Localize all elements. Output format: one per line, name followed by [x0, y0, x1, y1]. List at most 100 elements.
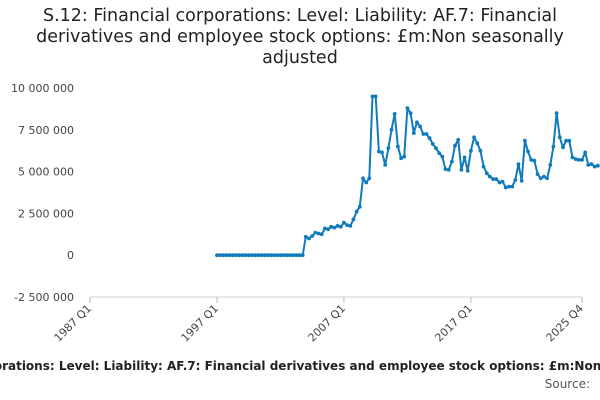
data-point [227, 253, 232, 258]
legend-series-label: S.12: Financial corporations: Level: Lia… [0, 359, 600, 373]
data-point [402, 154, 407, 159]
data-point [411, 131, 416, 136]
data-point [437, 151, 442, 156]
data-point [215, 253, 219, 258]
data-point [488, 174, 492, 179]
data-point [243, 253, 248, 258]
data-point [275, 253, 280, 258]
data-point [367, 176, 372, 181]
data-point [589, 162, 594, 167]
data-point [338, 224, 343, 229]
data-point [462, 155, 467, 160]
data-point [526, 149, 530, 154]
data-point [250, 253, 254, 258]
data-point [405, 106, 410, 110]
data-point [430, 142, 435, 146]
data-point [557, 135, 562, 140]
data-point [500, 179, 505, 184]
data-point [408, 111, 413, 115]
data-point [272, 253, 276, 258]
data-point [519, 178, 524, 183]
data-point [491, 177, 495, 182]
data-point [237, 253, 242, 258]
data-point [481, 164, 486, 169]
data-point [377, 149, 381, 154]
data-point [313, 230, 318, 235]
data-point [421, 132, 426, 136]
data-point [567, 138, 572, 143]
data-point [561, 145, 565, 150]
data-point [269, 253, 273, 258]
data-point [278, 253, 283, 258]
data-point [503, 185, 508, 190]
data-point [386, 146, 391, 151]
y-tick-label: 10 000 000 [11, 82, 74, 95]
data-point [545, 176, 549, 181]
data-point [307, 236, 311, 241]
data-point [294, 253, 299, 258]
data-point [316, 231, 321, 236]
data-point [221, 253, 226, 258]
data-point [516, 162, 521, 167]
data-point [335, 224, 340, 228]
data-point [319, 232, 324, 237]
data-point [548, 163, 553, 167]
data-point [418, 124, 422, 129]
data-point [443, 167, 448, 172]
data-point [596, 163, 600, 168]
x-tick-label: 2017 Q1 [432, 302, 475, 345]
data-point [576, 158, 581, 162]
data-point [440, 154, 445, 159]
data-point [332, 225, 337, 230]
data-point [230, 253, 235, 258]
data-point [535, 172, 540, 177]
data-point [370, 94, 375, 99]
data-point [513, 178, 518, 182]
data-point [361, 176, 365, 181]
data-point [564, 138, 568, 143]
x-tick-label: 1997 Q1 [179, 302, 222, 345]
x-axis: 1987 Q1 1997 Q1 2007 Q1 2017 Q1 2025 Q4 [52, 296, 586, 345]
data-point [284, 253, 289, 258]
data-point [580, 158, 584, 162]
y-tick-label: 0 [67, 249, 74, 262]
data-point [523, 138, 527, 143]
data-point [586, 163, 591, 167]
series-layer [215, 94, 600, 258]
data-point [288, 253, 292, 258]
x-tick-label: 1987 Q1 [52, 302, 95, 345]
data-point [465, 168, 470, 173]
data-point [342, 220, 346, 225]
data-point [469, 148, 473, 153]
data-point [364, 180, 369, 185]
data-point [224, 253, 229, 258]
data-point [348, 224, 353, 228]
y-tick-label: -2 500 000 [14, 291, 74, 304]
data-point [583, 150, 588, 155]
data-point [354, 209, 359, 214]
data-point [472, 135, 476, 140]
data-point [281, 253, 286, 258]
data-point [259, 253, 264, 258]
data-point [303, 234, 308, 239]
y-tick-label: 5 000 000 [18, 166, 74, 179]
data-point [218, 253, 223, 258]
x-tick-label: 2007 Q1 [306, 302, 349, 345]
data-point [291, 253, 295, 258]
data-point [415, 120, 419, 125]
data-point [532, 158, 537, 163]
data-point [383, 163, 388, 167]
data-point [262, 253, 267, 258]
data-point [494, 177, 499, 182]
data-point [392, 112, 397, 116]
data-point [357, 204, 362, 209]
data-point [310, 234, 315, 238]
chart-title: S.12: Financial corporations: Level: Lia… [36, 6, 564, 68]
data-point [538, 176, 543, 181]
y-tick-label: 2 500 000 [18, 207, 74, 220]
data-point [380, 150, 384, 155]
data-point [256, 253, 261, 258]
data-point [484, 171, 489, 176]
data-point [554, 111, 559, 115]
data-point [345, 223, 349, 228]
